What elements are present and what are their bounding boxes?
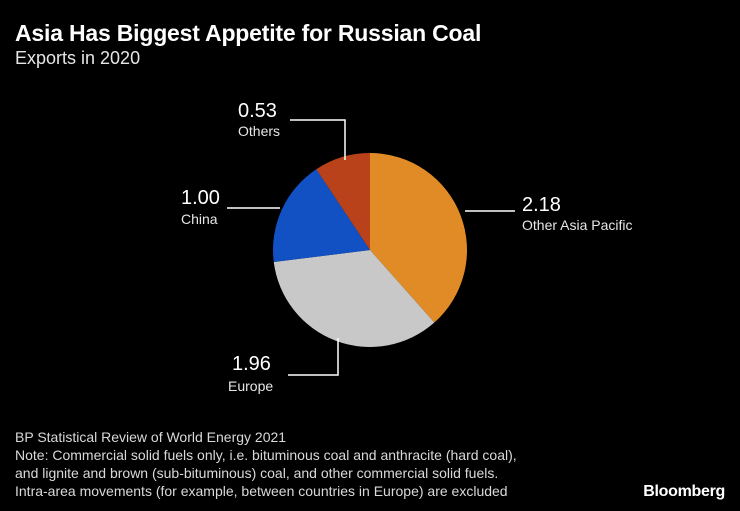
slice-category-label: Other Asia Pacific [522, 217, 633, 233]
bloomberg-logo: Bloomberg [643, 483, 725, 500]
pie-slice-china [272, 169, 370, 263]
note-line: Note: Commercial solid fuels only, i.e. … [15, 447, 517, 463]
chart-subtitle: Exports in 2020 [15, 48, 141, 68]
source-note: BP Statistical Review of World Energy 20… [15, 429, 287, 445]
note-line: and lignite and brown (sub-bituminous) c… [15, 465, 499, 481]
slice-value-label: 1.00 [181, 187, 220, 209]
slice-category-label: China [181, 211, 218, 227]
slice-value-label: 1.96 [232, 353, 271, 375]
leader-line [288, 338, 339, 376]
pie-slice-other-asia-pacific [370, 153, 467, 323]
pie-slice-others [316, 152, 370, 250]
leader-line [290, 119, 346, 160]
slice-value-label: 0.53 [238, 100, 277, 122]
slice-category-label: Others [238, 123, 280, 139]
pie-slice-europe [273, 250, 435, 347]
note-line: Intra-area movements (for example, betwe… [15, 483, 508, 499]
chart-title: Asia Has Biggest Appetite for Russian Co… [15, 20, 482, 46]
footer-notes: BP Statistical Review of World Energy 20… [15, 428, 615, 500]
slice-category-label: Europe [228, 378, 273, 394]
slice-value-label: 2.18 [522, 194, 561, 216]
